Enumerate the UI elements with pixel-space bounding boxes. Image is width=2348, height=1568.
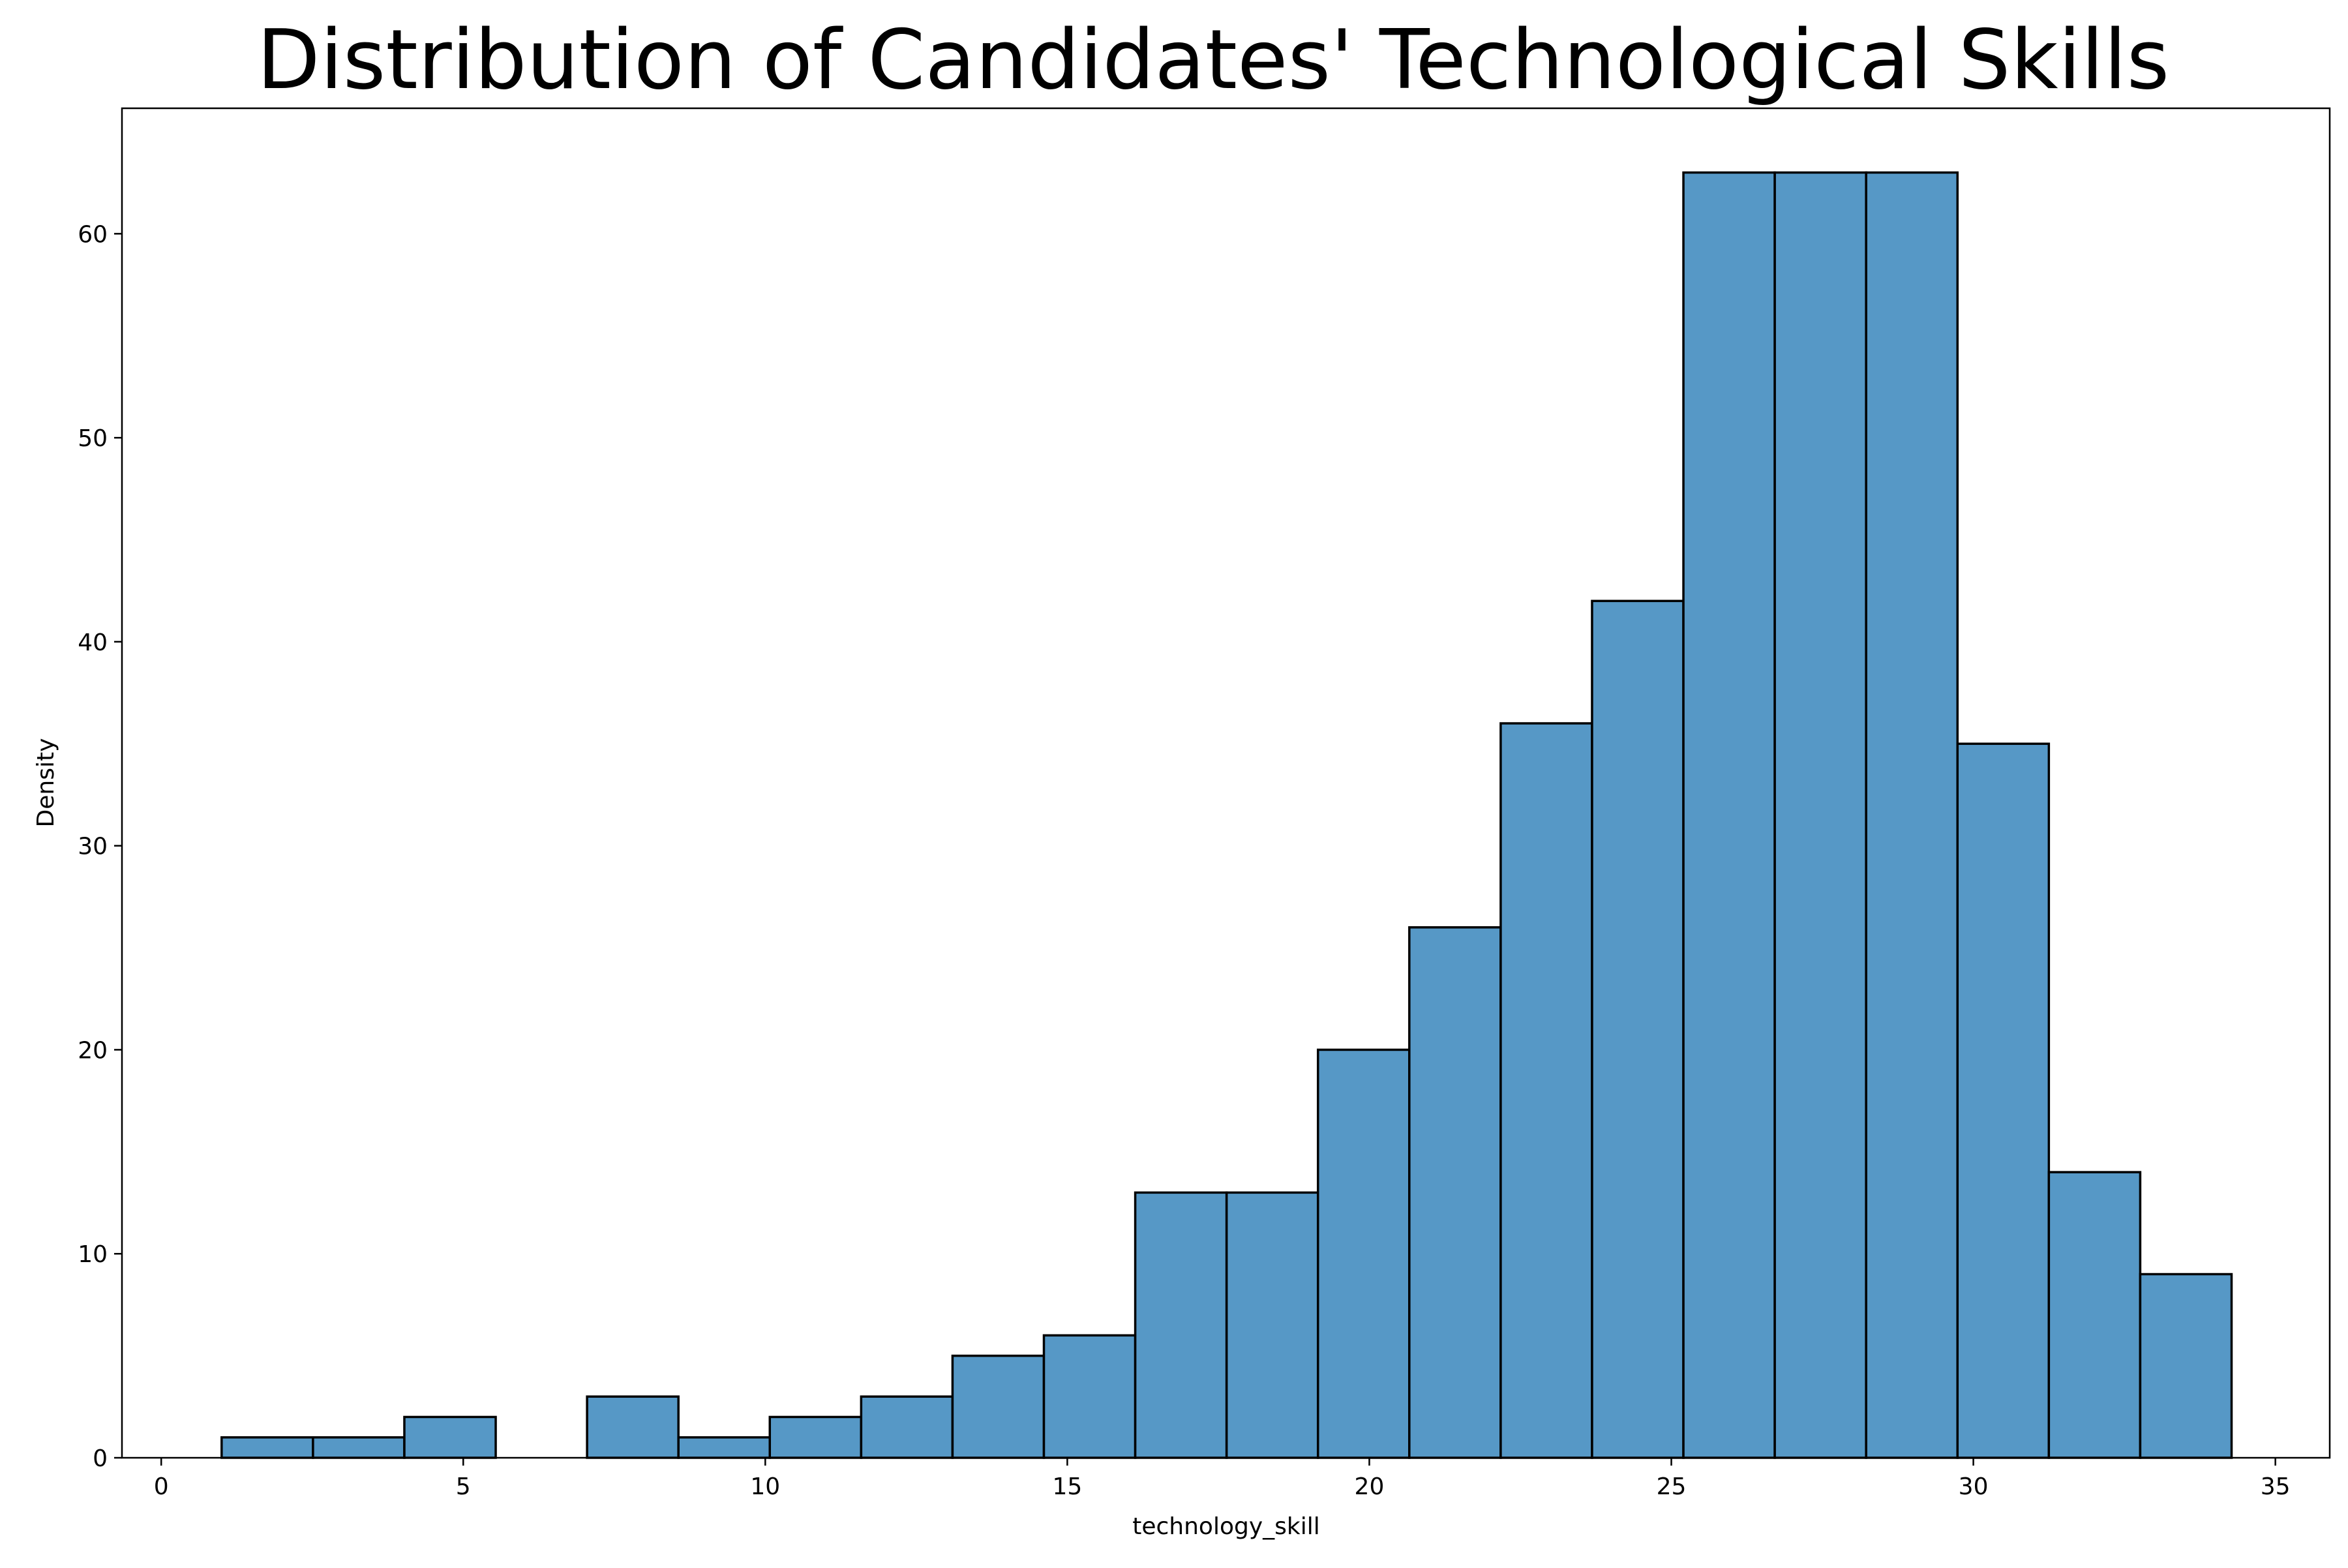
histogram-bar [220,1436,314,1459]
histogram-bar [1499,722,1593,1459]
histogram-bar [1316,1048,1411,1459]
x-axis-label: technology_skill [1132,1513,1320,1540]
chart-title: Distribution of Candidates' Technologica… [257,12,2170,108]
histogram-bar [312,1436,406,1459]
histogram-bar [1865,171,1959,1459]
x-tick-label: 15 [1052,1473,1082,1500]
histogram-bar [1956,742,2051,1459]
histogram-bar [2047,1171,2142,1459]
x-tick-label: 30 [1959,1473,1989,1500]
histogram-bar [1225,1191,1319,1459]
y-tick-label: 0 [93,1445,108,1472]
x-tick-label: 5 [456,1473,471,1500]
histogram-bar [1682,171,1776,1459]
y-tick-label: 60 [78,221,108,248]
histogram-bar [1773,171,1867,1459]
x-tick-label: 25 [1657,1473,1687,1500]
y-tick-label: 50 [78,425,108,452]
histogram-bar [1408,926,1502,1459]
histogram-bar [2139,1273,2233,1459]
histogram-bar [1591,599,1685,1459]
histogram-bar [677,1436,772,1459]
y-tick-label: 30 [78,834,108,860]
y-axis-label: Density [33,738,59,828]
histogram-bar [860,1395,954,1459]
y-tick-label: 40 [78,629,108,656]
x-tick-label: 10 [750,1473,780,1500]
y-tick-label: 10 [78,1241,108,1268]
y-tick-label: 20 [78,1037,108,1064]
y-axis: 0 10 20 30 40 50 60 [78,221,122,1472]
x-axis: 0 5 10 15 20 25 30 35 [154,1458,2291,1500]
histogram-bar [768,1415,863,1459]
x-tick-label: 20 [1355,1473,1385,1500]
plot-frame [121,107,2331,1459]
histogram-bar [1042,1334,1137,1459]
histogram-bar [951,1354,1046,1459]
histogram-bar [403,1415,497,1459]
x-tick-label: 0 [154,1473,169,1500]
histogram-bar [586,1395,680,1459]
x-tick-label: 35 [2261,1473,2291,1500]
histogram-bar [1134,1191,1228,1459]
bars-layer [220,171,2233,1459]
